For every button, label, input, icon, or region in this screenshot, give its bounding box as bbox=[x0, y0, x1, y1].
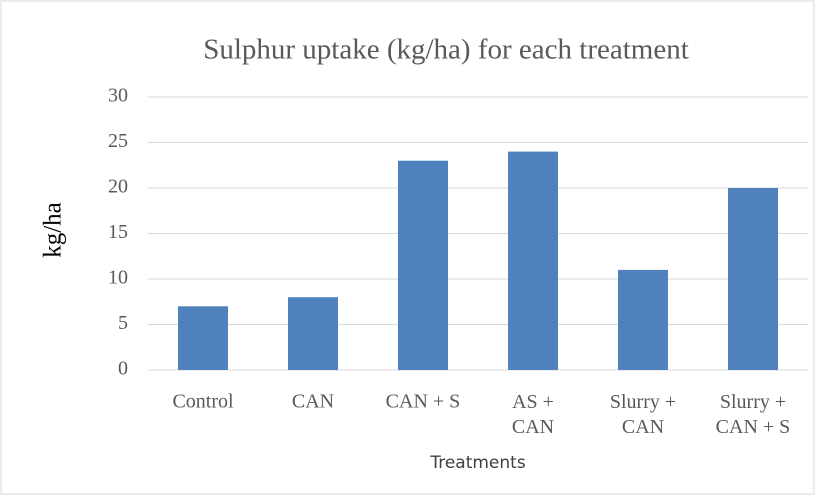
bar bbox=[398, 160, 448, 370]
bar bbox=[178, 306, 228, 370]
y-tick-label: 10 bbox=[108, 267, 128, 289]
x-tick-label-line: Slurry + bbox=[610, 391, 676, 413]
bar bbox=[728, 188, 778, 370]
x-axis-title: Treatments bbox=[429, 453, 526, 473]
bar bbox=[288, 297, 338, 370]
x-tick-label-line: CAN + S bbox=[716, 416, 791, 438]
y-axis-title: kg/ha bbox=[40, 202, 67, 258]
x-tick-label: CAN bbox=[292, 391, 334, 413]
y-tick-label: 20 bbox=[108, 176, 128, 198]
chart-title: Sulphur uptake (kg/ha) for each treatmen… bbox=[203, 34, 689, 66]
x-tick-label: Slurry + CAN + S bbox=[716, 391, 791, 438]
x-tick-label: Control bbox=[172, 391, 234, 413]
x-tick-label-line: CAN bbox=[512, 416, 554, 438]
y-tick-label: 30 bbox=[108, 85, 128, 107]
bar bbox=[618, 269, 668, 370]
y-tick-label: 0 bbox=[118, 358, 128, 380]
y-tick-label: 5 bbox=[118, 312, 128, 334]
y-tick-label: 15 bbox=[108, 221, 128, 243]
bar bbox=[508, 151, 558, 370]
x-tick-label-line: Slurry + bbox=[720, 391, 786, 413]
x-tick-label: AS + CAN bbox=[512, 391, 554, 438]
x-tick-label: CAN + S bbox=[386, 391, 461, 413]
x-tick-label: Slurry + CAN bbox=[610, 391, 676, 438]
y-tick-label: 25 bbox=[108, 130, 128, 152]
x-tick-label-line: CAN bbox=[622, 416, 664, 438]
x-tick-label-line: AS + bbox=[512, 391, 554, 413]
